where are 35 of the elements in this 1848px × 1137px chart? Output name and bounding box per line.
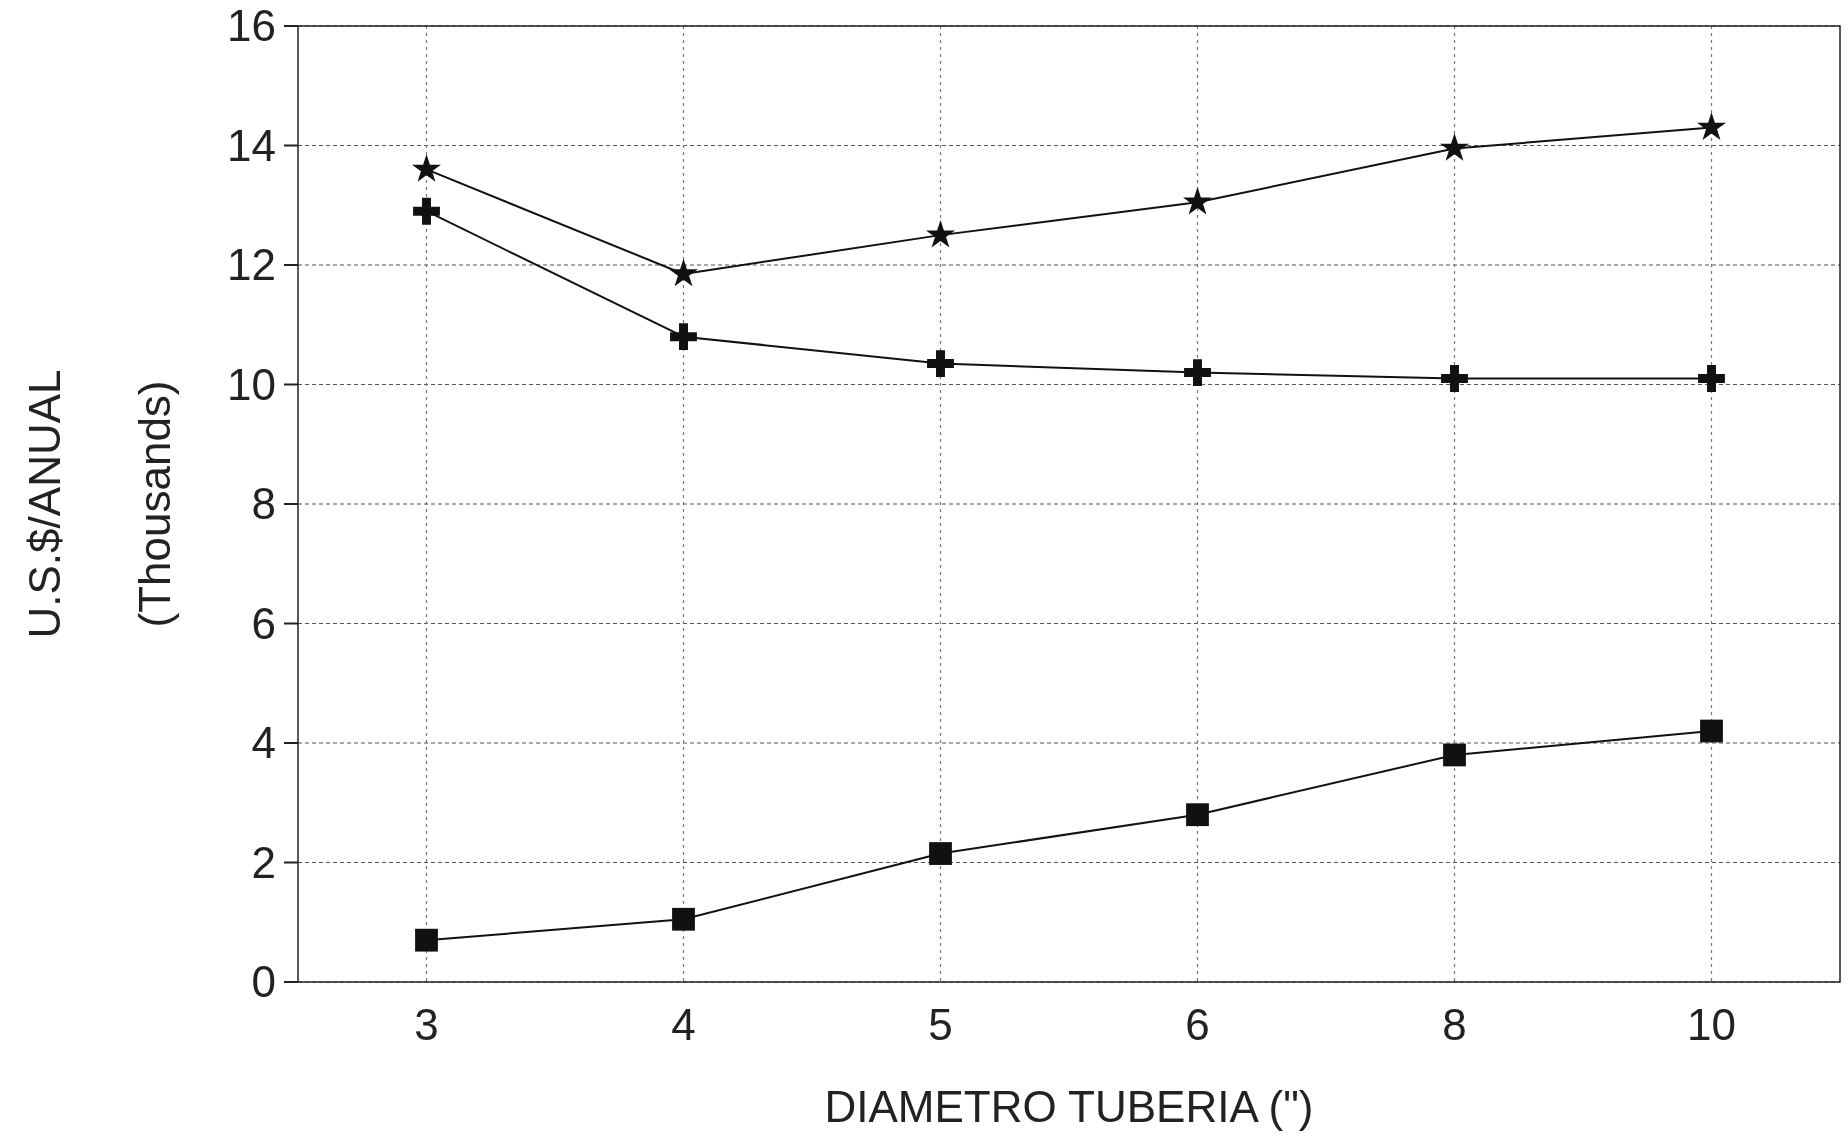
y-tick-label: 6 [251, 598, 276, 648]
point [1184, 359, 1211, 386]
point [1700, 719, 1723, 743]
y-tick-label: 10 [227, 359, 276, 409]
x-tick-label: 10 [1687, 1000, 1736, 1049]
x-tick-label: 6 [1185, 1000, 1210, 1049]
y-tick-label: 0 [251, 957, 276, 1007]
y-tick-label: 12 [227, 240, 276, 290]
point [1186, 803, 1209, 827]
point [672, 907, 695, 931]
point [1697, 112, 1726, 140]
point [415, 928, 438, 952]
point [929, 842, 952, 865]
point [927, 350, 954, 377]
x-tick-label: 3 [414, 1000, 439, 1049]
point [1183, 187, 1212, 215]
point [926, 219, 955, 248]
point [413, 197, 440, 225]
y-tick-label: 8 [251, 479, 276, 529]
point [669, 258, 698, 287]
point [1443, 743, 1466, 767]
x-axis-title: DIAMETRO TUBERIA (") [824, 1082, 1314, 1131]
y-tick-label: 16 [227, 1, 276, 51]
x-tick-label: 4 [671, 1000, 696, 1049]
point [412, 154, 441, 182]
text: U.S.$/ANUAL (Thousands) [20, 369, 179, 639]
point [1441, 365, 1468, 392]
x-tick-label: 5 [928, 1000, 953, 1049]
point [1698, 365, 1725, 392]
x-tick-label: 8 [1442, 1000, 1467, 1049]
y-tick-label: 4 [251, 718, 276, 768]
y-tick-label: 14 [227, 120, 276, 170]
point [1440, 133, 1469, 161]
y-tick-label: 2 [251, 837, 276, 887]
point [670, 323, 697, 351]
